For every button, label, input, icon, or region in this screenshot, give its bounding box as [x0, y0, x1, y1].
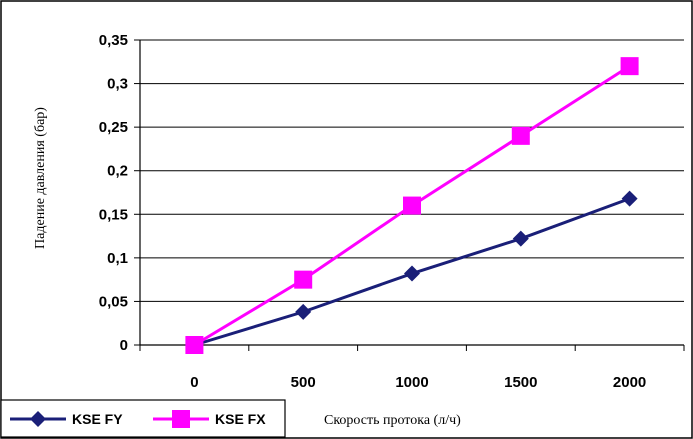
y-tick-label: 0,25	[99, 119, 128, 136]
x-tick-label: 1000	[395, 374, 428, 391]
x-axis-title: Скорость протока (л/ч)	[324, 413, 461, 428]
legend-marker	[30, 411, 46, 427]
square-marker	[403, 196, 421, 215]
legend-marker	[172, 410, 190, 428]
y-tick-label: 0	[120, 337, 128, 354]
x-tick-label: 0	[190, 374, 198, 391]
square-marker	[185, 336, 204, 354]
diamond-marker	[295, 303, 312, 320]
square-marker	[620, 57, 639, 76]
diamond-marker	[621, 190, 638, 207]
y-tick-label: 0,3	[107, 76, 128, 93]
legend-items: KSE FY KSE FX	[10, 410, 266, 428]
grid	[140, 39, 684, 302]
diamond-marker	[404, 265, 420, 282]
y-tick-label: 0,1	[107, 250, 128, 267]
legend-label: KSE FY	[72, 411, 123, 427]
y-axis-title: Падение давления (бар)	[33, 107, 48, 249]
series-markers	[185, 57, 639, 354]
x-tick-label: 2000	[613, 374, 646, 391]
y-tick-label: 0,35	[99, 32, 128, 49]
x-ticks: 0 500 1000 1500 2000	[139, 345, 685, 391]
diamond-marker	[512, 230, 529, 247]
legend-label: KSE FX	[215, 411, 266, 427]
y-tick-label: 0,2	[107, 163, 128, 180]
x-tick-label: 1500	[504, 374, 537, 391]
square-marker	[294, 270, 313, 289]
y-tick-label: 0,15	[99, 206, 128, 223]
axes	[139, 40, 684, 346]
legend: KSE FY KSE FX	[0, 399, 286, 438]
x-tick-label: 500	[291, 374, 316, 391]
y-ticks: 0 0,05 0,1 0,15 0,2 0,25 0,3 0,35	[99, 32, 140, 354]
y-tick-label: 0,05	[99, 293, 128, 310]
square-marker	[511, 126, 530, 145]
